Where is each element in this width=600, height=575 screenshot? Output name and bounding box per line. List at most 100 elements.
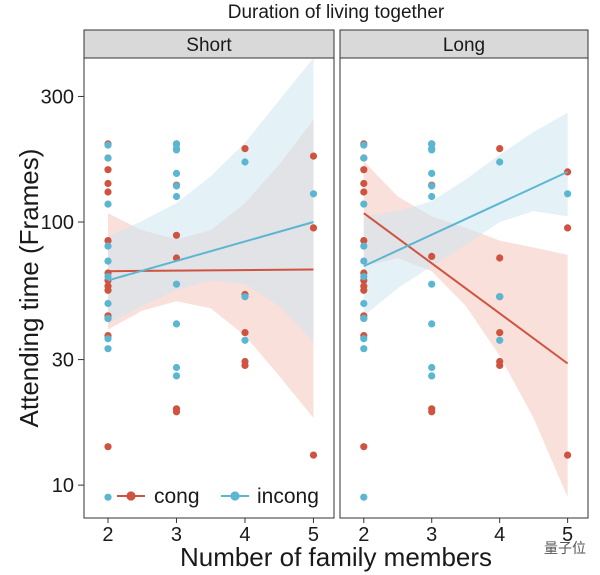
chart-supertitle: Duration of living together [228,2,445,23]
data-point-incong [172,192,181,201]
data-point-cong [564,224,572,232]
data-point-incong [241,293,249,301]
data-point-incong [360,273,368,281]
data-point-cong [241,361,249,369]
y-axis-title: Attending time (Frames) [14,149,44,428]
data-point-incong [360,299,368,308]
data-point-incong [428,182,436,190]
legend-cong-dot [126,491,136,501]
data-point-incong [104,257,112,265]
data-point-incong [172,169,181,177]
data-point-cong [360,166,368,174]
data-point-incong [360,200,368,208]
panel-long [340,58,588,518]
data-point-cong [360,237,368,245]
data-point-incong [172,372,181,380]
data-point-cong [428,252,436,260]
data-point-cong [496,329,504,337]
data-point-cong [172,231,181,239]
data-point-incong [496,336,504,344]
strip-label-long: Long [443,35,485,56]
data-point-incong [564,190,572,198]
data-point-cong [428,408,436,416]
x-axis: 2 3 4 5 2 3 4 5 [102,518,573,546]
data-point-incong [360,335,368,343]
y-tick-label: 100 [41,212,74,234]
data-point-incong [428,146,436,154]
data-point-cong [104,179,112,188]
x-tick-label: 4 [494,524,505,546]
data-point-incong [104,335,112,343]
data-point-cong [104,166,112,174]
data-point-incong [241,336,249,344]
x-tick-label: 3 [426,524,437,546]
x-tick-label: 5 [308,524,319,546]
data-point-cong [496,145,504,153]
data-point-cong [360,286,368,294]
data-point-incong [104,242,112,250]
data-point-cong [104,237,112,245]
x-tick-label: 4 [239,524,250,546]
data-point-cong [104,286,112,294]
data-point-cong [241,145,249,153]
data-point-incong [309,190,318,198]
data-point-incong [104,273,112,281]
data-point-incong [360,154,368,162]
fit-line-cong [363,212,569,365]
strip-label-short: Short [186,35,232,56]
confidence-band-incong [363,112,568,316]
y-axis: 10 30 100 300 [41,86,84,497]
data-point-incong [360,314,368,322]
fit-line-incong [363,170,569,268]
data-point-incong [172,146,181,154]
data-point-incong [428,280,436,288]
data-point-incong [104,200,112,208]
data-point-incong [104,493,112,501]
y-tick-label: 30 [52,350,74,372]
watermark-text: 量子位 [544,540,586,556]
data-point-incong [360,345,368,353]
data-point-cong [104,188,112,196]
data-point-incong [241,158,249,166]
data-point-incong [104,345,112,353]
data-point-incong [428,169,436,177]
legend-incong-dot [230,491,240,501]
data-point-incong [496,158,504,166]
data-point-cong [496,254,504,262]
data-point-cong [496,361,504,369]
data-point-incong [428,320,436,328]
data-point-cong [309,451,318,459]
fit-line-incong [107,221,314,282]
data-point-cong [360,179,368,188]
data-point-cong [564,451,572,459]
x-axis-title: Number of family members [180,542,492,572]
data-point-cong [360,188,368,196]
panel-border-short [83,57,335,519]
data-point-incong [172,182,181,190]
data-point-cong [309,152,318,160]
legend: cong incong [117,485,319,508]
strip-short [83,29,335,59]
panel-border-long [339,57,589,519]
data-point-incong [104,141,112,149]
strip-long [339,29,589,59]
data-point-incong [360,493,368,501]
data-point-cong [309,224,318,232]
data-point-cong [360,443,368,451]
y-tick-label: 10 [52,475,74,497]
data-point-incong [360,141,368,149]
data-point-incong [496,293,504,301]
legend-label-cong: cong [154,485,200,508]
legend-label-incong: incong [257,485,319,508]
panel-short [84,58,334,518]
data-point-cong [104,443,112,451]
data-point-cong [241,329,249,337]
data-point-incong [428,192,436,201]
data-point-incong [172,280,181,288]
data-point-incong [360,242,368,250]
data-point-incong [104,299,112,308]
data-point-incong [104,154,112,162]
data-point-incong [172,363,181,372]
data-point-incong [428,372,436,380]
